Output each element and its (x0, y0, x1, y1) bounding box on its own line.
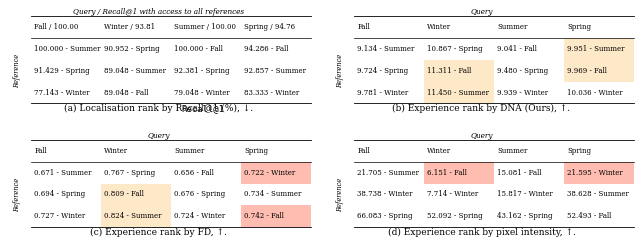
Text: Query: Query (470, 8, 493, 16)
Text: (a) Localisation rank by Recall@1 (%), ↓.: (a) Localisation rank by Recall@1 (%), ↓… (64, 104, 253, 113)
Text: 9.480 - Spring: 9.480 - Spring (497, 67, 548, 75)
Text: Fall: Fall (357, 147, 370, 154)
Text: 0.727 - Winter: 0.727 - Winter (35, 213, 86, 220)
Text: 77.143 - Winter: 77.143 - Winter (35, 89, 90, 96)
Text: 9.939 - Winter: 9.939 - Winter (497, 89, 548, 96)
Text: 9.781 - Winter: 9.781 - Winter (357, 89, 408, 96)
Text: Query: Query (147, 132, 170, 139)
Text: Fall / 100.00: Fall / 100.00 (35, 23, 79, 31)
Text: 52.493 - Fall: 52.493 - Fall (567, 213, 611, 220)
Text: 10.867 - Spring: 10.867 - Spring (427, 45, 483, 53)
Text: 6.151 - Fall: 6.151 - Fall (427, 169, 467, 177)
Text: Reference: Reference (13, 54, 21, 88)
Text: Summer: Summer (497, 23, 527, 31)
Text: 0.824 - Summer: 0.824 - Summer (104, 213, 162, 220)
Text: Query: Query (470, 132, 493, 139)
Text: Query / Recall@1 with access to all references: Query / Recall@1 with access to all refe… (73, 8, 244, 16)
Text: 15.081 - Fall: 15.081 - Fall (497, 169, 541, 177)
Text: 0.724 - Winter: 0.724 - Winter (174, 213, 225, 220)
Text: 0.809 - Fall: 0.809 - Fall (104, 190, 144, 199)
Text: Reference: Reference (336, 54, 344, 88)
Bar (424, 60, 494, 82)
Text: 94.286 - Fall: 94.286 - Fall (244, 45, 288, 53)
Text: Winter: Winter (427, 23, 451, 31)
Text: 0.656 - Fall: 0.656 - Fall (174, 169, 214, 177)
Text: 0.767 - Spring: 0.767 - Spring (104, 169, 156, 177)
Text: 9.041 - Fall: 9.041 - Fall (497, 45, 537, 53)
Text: 9.724 - Spring: 9.724 - Spring (357, 67, 408, 75)
Text: Spring / 94.76: Spring / 94.76 (244, 23, 295, 31)
Text: 10.036 - Winter: 10.036 - Winter (567, 89, 623, 96)
Text: Reference: Reference (336, 177, 344, 212)
Text: Fall: Fall (35, 147, 47, 154)
Bar (101, 205, 171, 227)
Text: Spring: Spring (567, 147, 591, 154)
Text: 11.311 - Fall: 11.311 - Fall (427, 67, 472, 75)
Text: Winter: Winter (427, 147, 451, 154)
Text: 0.694 - Spring: 0.694 - Spring (35, 190, 85, 199)
Text: (d) Experience rank by pixel intensity, ↑.: (d) Experience rank by pixel intensity, … (388, 228, 575, 237)
Bar (424, 82, 494, 104)
Text: 79.048 - Winter: 79.048 - Winter (174, 89, 230, 96)
Text: 43.162 - Spring: 43.162 - Spring (497, 213, 552, 220)
Text: 66.083 - Spring: 66.083 - Spring (357, 213, 413, 220)
Text: 38.628 - Summer: 38.628 - Summer (567, 190, 628, 199)
Text: 9.969 - Fall: 9.969 - Fall (567, 67, 607, 75)
Text: Summer / 100.00: Summer / 100.00 (174, 23, 236, 31)
Text: 0.734 - Summer: 0.734 - Summer (244, 190, 301, 199)
Text: 9.134 - Summer: 9.134 - Summer (357, 45, 415, 53)
Text: 100.000 - Summer: 100.000 - Summer (35, 45, 100, 53)
Text: 0.671 - Summer: 0.671 - Summer (35, 169, 92, 177)
Bar (424, 162, 494, 184)
Text: 90.952 - Spring: 90.952 - Spring (104, 45, 160, 53)
Bar (241, 162, 310, 184)
Text: 9.951 - Summer: 9.951 - Summer (567, 45, 625, 53)
Bar (241, 205, 310, 227)
Text: 15.817 - Winter: 15.817 - Winter (497, 190, 553, 199)
Text: 89.048 - Fall: 89.048 - Fall (104, 89, 148, 96)
Text: 7.714 - Winter: 7.714 - Winter (427, 190, 479, 199)
Text: Spring: Spring (567, 23, 591, 31)
Text: Spring: Spring (244, 147, 268, 154)
Bar (564, 38, 634, 60)
Bar (564, 162, 634, 184)
Text: Reference: Reference (13, 177, 21, 212)
Text: 0.742 - Fall: 0.742 - Fall (244, 213, 284, 220)
Text: Winter: Winter (104, 147, 128, 154)
Text: Fall: Fall (357, 23, 370, 31)
Text: 52.092 - Spring: 52.092 - Spring (427, 213, 483, 220)
Text: 38.738 - Winter: 38.738 - Winter (357, 190, 413, 199)
Bar (101, 184, 171, 205)
Text: 92.857 - Summer: 92.857 - Summer (244, 67, 306, 75)
Text: 91.429 - Spring: 91.429 - Spring (35, 67, 90, 75)
Text: 21.705 - Summer: 21.705 - Summer (357, 169, 419, 177)
Bar (564, 60, 634, 82)
Text: Recall@1: Recall@1 (182, 104, 225, 113)
Text: 11.450 - Summer: 11.450 - Summer (427, 89, 489, 96)
Text: Summer: Summer (174, 147, 204, 154)
Text: Recall@1: Recall@1 (182, 104, 225, 113)
Text: (a) Localisation rank by Recall@1 (%), ↓.: (a) Localisation rank by Recall@1 (%), ↓… (64, 104, 253, 113)
Text: (b) Experience rank by DNA (Ours), ↑.: (b) Experience rank by DNA (Ours), ↑. (392, 104, 571, 113)
Text: Winter / 93.81: Winter / 93.81 (104, 23, 156, 31)
Text: 21.595 - Winter: 21.595 - Winter (567, 169, 623, 177)
Text: 100.000 - Fall: 100.000 - Fall (174, 45, 223, 53)
Text: (c) Experience rank by FD, ↑.: (c) Experience rank by FD, ↑. (90, 228, 227, 237)
Text: 89.048 - Summer: 89.048 - Summer (104, 67, 166, 75)
Text: 83.333 - Winter: 83.333 - Winter (244, 89, 299, 96)
Text: 0.722 - Winter: 0.722 - Winter (244, 169, 295, 177)
Text: Summer: Summer (497, 147, 527, 154)
Text: 92.381 - Spring: 92.381 - Spring (174, 67, 230, 75)
Text: 0.676 - Spring: 0.676 - Spring (174, 190, 225, 199)
